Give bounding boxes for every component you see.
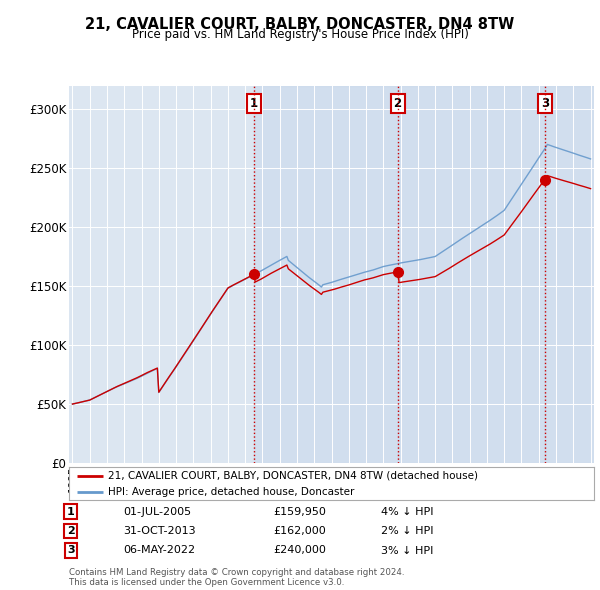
Text: 1: 1 [250, 97, 258, 110]
Text: 01-JUL-2005: 01-JUL-2005 [123, 507, 191, 516]
Bar [398, 86, 545, 463]
Text: 31-OCT-2013: 31-OCT-2013 [123, 526, 196, 536]
Bar [254, 86, 398, 463]
Text: 2% ↓ HPI: 2% ↓ HPI [381, 526, 433, 536]
Text: HPI: Average price, detached house, Doncaster: HPI: Average price, detached house, Donc… [109, 487, 355, 497]
Text: 4% ↓ HPI: 4% ↓ HPI [381, 507, 433, 516]
Text: 3% ↓ HPI: 3% ↓ HPI [381, 546, 433, 555]
Text: 06-MAY-2022: 06-MAY-2022 [123, 546, 195, 555]
Text: 3: 3 [67, 546, 74, 555]
Text: 2: 2 [394, 97, 402, 110]
Text: £240,000: £240,000 [273, 546, 326, 555]
Text: 3: 3 [541, 97, 549, 110]
Text: Contains HM Land Registry data © Crown copyright and database right 2024.
This d: Contains HM Land Registry data © Crown c… [69, 568, 404, 587]
Text: £159,950: £159,950 [273, 507, 326, 516]
Text: £162,000: £162,000 [273, 526, 326, 536]
Text: 21, CAVALIER COURT, BALBY, DONCASTER, DN4 8TW (detached house): 21, CAVALIER COURT, BALBY, DONCASTER, DN… [109, 471, 478, 481]
Bar [545, 86, 599, 463]
Text: 2: 2 [67, 526, 74, 536]
Text: 21, CAVALIER COURT, BALBY, DONCASTER, DN4 8TW: 21, CAVALIER COURT, BALBY, DONCASTER, DN… [85, 17, 515, 31]
Text: 1: 1 [67, 507, 74, 516]
Text: Price paid vs. HM Land Registry's House Price Index (HPI): Price paid vs. HM Land Registry's House … [131, 28, 469, 41]
